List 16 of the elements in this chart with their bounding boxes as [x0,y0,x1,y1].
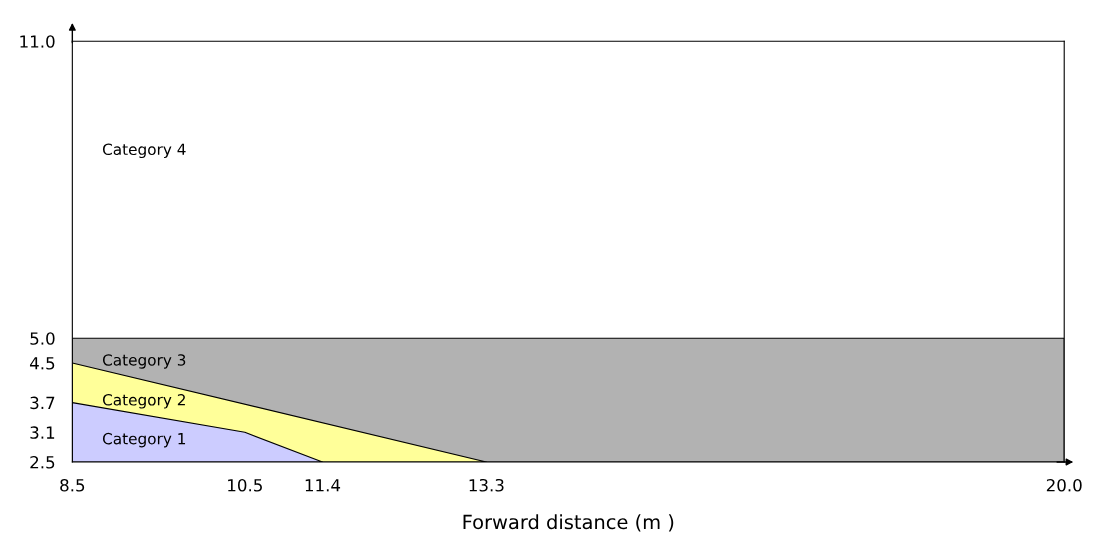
y-tick-label: 4.5 [29,357,55,370]
x-tick-label: 20.0 [1046,478,1082,492]
series-label: Category 2 [102,394,185,409]
series-label: Category 1 [102,432,186,448]
series-label: Category 3 [102,354,186,369]
y-tick-label: 3.1 [30,426,55,439]
y-tick-label: 11.0 [20,35,55,48]
y-tick-label: 5.0 [30,332,55,345]
x-axis-title: Forward distance (m ) [463,514,674,532]
x-tick-label: 13.3 [469,478,504,492]
y-tick-label: 2.5 [30,455,55,469]
annotation: Category 4 [102,143,186,159]
x-tick-label: 11.4 [305,479,341,492]
y-tick-label: 3.7 [30,396,55,410]
x-tick-label: 10.5 [228,478,262,492]
x-tick-label: 8.5 [60,478,85,492]
